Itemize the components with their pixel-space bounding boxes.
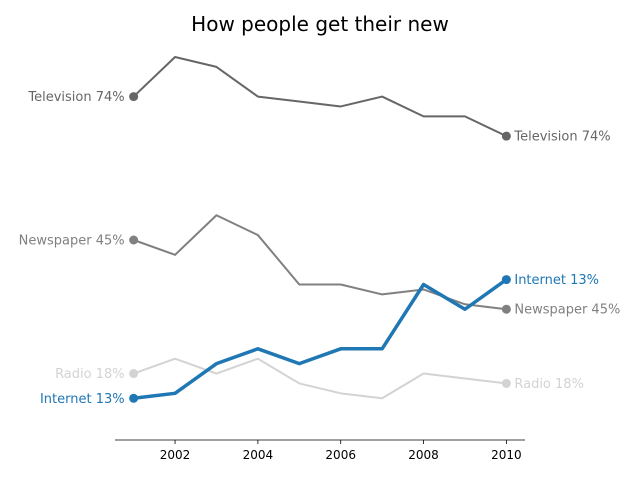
series-radio [129,357,511,400]
chart-title: How people get their new [191,12,449,36]
start-label-newspaper: Newspaper 45% [19,234,125,249]
x-tick-layer: 2002 2004 2006 2008 2010 [160,440,522,462]
series-line-television [132,56,507,138]
data-point-newspaper [129,235,139,245]
end-label-internet: Internet 13% [514,273,599,288]
series-television [129,56,511,141]
series-line-radio [133,357,507,400]
data-point-television [501,131,511,141]
start-label-internet: Internet 13% [40,392,125,407]
x-tick-label: 2008 [408,448,439,462]
x-tick-label: 2004 [243,448,274,462]
x-tick-label: 2002 [160,448,191,462]
data-point-radio [501,378,511,388]
start-label-television: Television 74% [27,90,124,105]
series-line-internet [133,278,508,401]
data-point-newspaper [501,304,511,314]
data-point-internet [129,393,139,403]
start-label-radio: Radio 18% [55,367,125,382]
series-layer [129,56,511,403]
end-label-television: Television 74% [513,130,610,145]
series-line-newspaper [133,214,507,311]
end-label-radio: Radio 18% [514,377,584,392]
label-layer: Television 74% Television 74% Newspaper 45… [19,90,621,407]
series-newspaper [129,214,511,314]
x-tick-label: 2010 [491,448,522,462]
x-tick-label: 2006 [325,448,356,462]
data-point-television [129,92,139,102]
series-internet [129,275,511,403]
data-point-radio [129,369,139,379]
data-point-internet [501,275,511,285]
end-label-newspaper: Newspaper 45% [514,303,620,318]
